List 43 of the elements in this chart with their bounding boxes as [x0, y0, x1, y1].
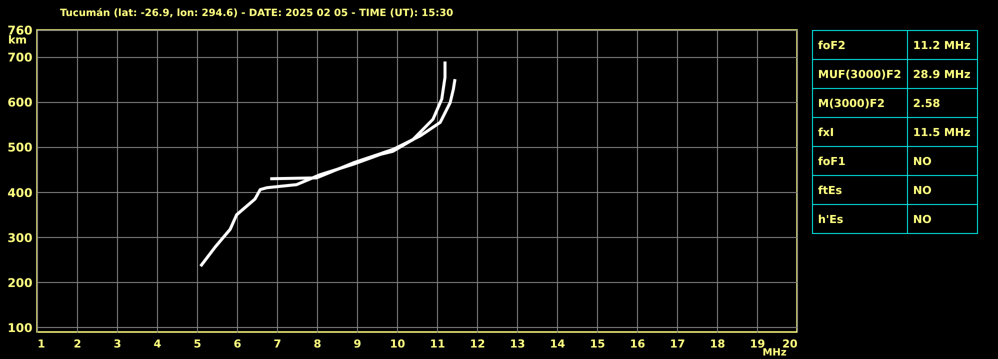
chart-title: Tucumán (lat: -26.9, lon: 294.6) - DATE: 2025 02 05 - TIME (UT): 15:30 [60, 8, 454, 19]
x-tick-label: 3 [114, 338, 122, 350]
text: foF2 [812, 30, 908, 60]
x-tick-label: 17 [670, 338, 686, 350]
y-tick-label: 300 [7, 230, 32, 245]
x-axis-title: MHz [762, 348, 787, 358]
x-tick-label: 8 [314, 338, 322, 350]
x-tick-label: 7 [274, 338, 282, 350]
x-tick-label: 5 [194, 338, 202, 350]
x-tick-label: 16 [630, 338, 646, 350]
text: NO [908, 204, 978, 234]
x-tick-label: 15 [590, 338, 606, 350]
text: 11.2 MHz [908, 30, 978, 60]
y-tick-label: 600 [7, 96, 32, 110]
text: MUF(3000)F2 [812, 60, 908, 88]
text: ftEs [812, 176, 908, 204]
text: 11.5 MHz [908, 118, 978, 146]
y-axis-title: km [8, 34, 27, 46]
x-tick-label: 11 [430, 338, 446, 350]
y-tick-label: 700 [7, 50, 32, 65]
y-tick-label: 500 [7, 140, 32, 155]
x-tick-label: 2 [74, 338, 82, 350]
text: h'Es [812, 204, 908, 234]
y-tick-label: 400 [7, 186, 32, 200]
text: NO [908, 176, 978, 204]
text: 28.9 MHz [908, 60, 978, 88]
x-tick-label: 1 [38, 338, 46, 350]
x-tick-label: 20 [782, 338, 798, 350]
text: M(3000)F2 [812, 88, 908, 118]
text: foF1 [812, 146, 908, 176]
text: fxI [812, 118, 908, 146]
text: 2.58 [908, 88, 978, 118]
y-tick-label: 100 [7, 320, 32, 335]
x-tick-label: 18 [710, 338, 726, 350]
x-tick-label: 4 [154, 338, 162, 350]
x-tick-label: 6 [234, 338, 242, 350]
x-tick-label: 9 [354, 338, 362, 350]
x-tick-label: 12 [470, 338, 486, 350]
y-tick-label: 200 [7, 276, 32, 290]
x-tick-label: 10 [390, 338, 406, 350]
x-tick-label: 13 [510, 338, 526, 350]
text: NO [908, 146, 978, 176]
x-tick-label: 14 [550, 338, 566, 350]
